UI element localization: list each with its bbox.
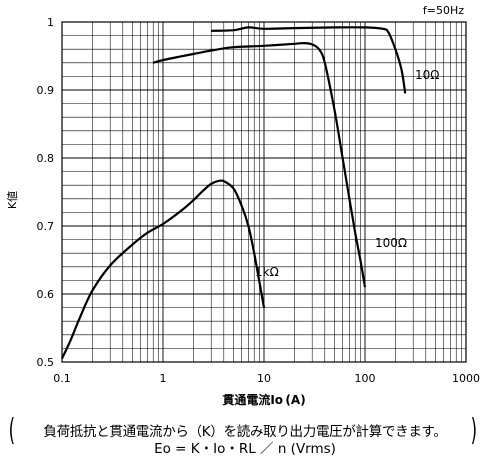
y-tick-label: 0.7 [37, 220, 55, 233]
y-axis-label: K値 [6, 191, 19, 209]
y-tick-labels: 0.5 0.6 0.7 0.8 0.9 1 [37, 16, 55, 369]
caption-open-paren: ( [8, 413, 16, 448]
grid [61, 21, 466, 363]
x-tick-label: 1 [160, 372, 167, 385]
series-label: 1kΩ [255, 265, 279, 279]
y-tick-label: 1 [47, 16, 54, 29]
y-tick-label: 0.8 [37, 152, 55, 165]
series-label: 100Ω [375, 236, 407, 250]
x-tick-label: 1000 [452, 372, 480, 385]
series-group [61, 26, 407, 360]
x-tick-label: 100 [355, 372, 376, 385]
x-axis-label: 貫通電流Io (A) [222, 392, 305, 407]
plot-frame [61, 21, 467, 363]
series-line-100Ω [152, 41, 367, 288]
frequency-annotation: f=50Hz [423, 4, 464, 17]
caption-line-1: 負荷抵抗と貫通電流から（K）を読み取り出力電圧が計算できます。 [43, 424, 447, 440]
series-line-10Ω [211, 26, 407, 94]
caption-close-paren: ) [470, 413, 478, 448]
chart-area: 0.5 0.6 0.7 0.8 0.9 1 0.1 1 10 100 1000 1kΩ 100Ω 10… [6, 4, 480, 407]
x-tick-labels: 0.1 1 10 100 1000 [53, 372, 480, 385]
y-tick-label: 0.6 [37, 288, 55, 301]
x-tick-label: 10 [257, 372, 271, 385]
y-tick-label: 0.9 [37, 84, 55, 97]
caption-line-2: Eo = K・Io・RL ／ n (Vrms) [154, 441, 336, 457]
series-label: 10Ω [415, 68, 439, 82]
series-labels: 1kΩ 100Ω 10Ω [255, 68, 439, 279]
x-tick-label: 0.1 [53, 372, 71, 385]
y-tick-label: 0.5 [37, 356, 55, 369]
series-line-1kΩ [61, 179, 266, 360]
